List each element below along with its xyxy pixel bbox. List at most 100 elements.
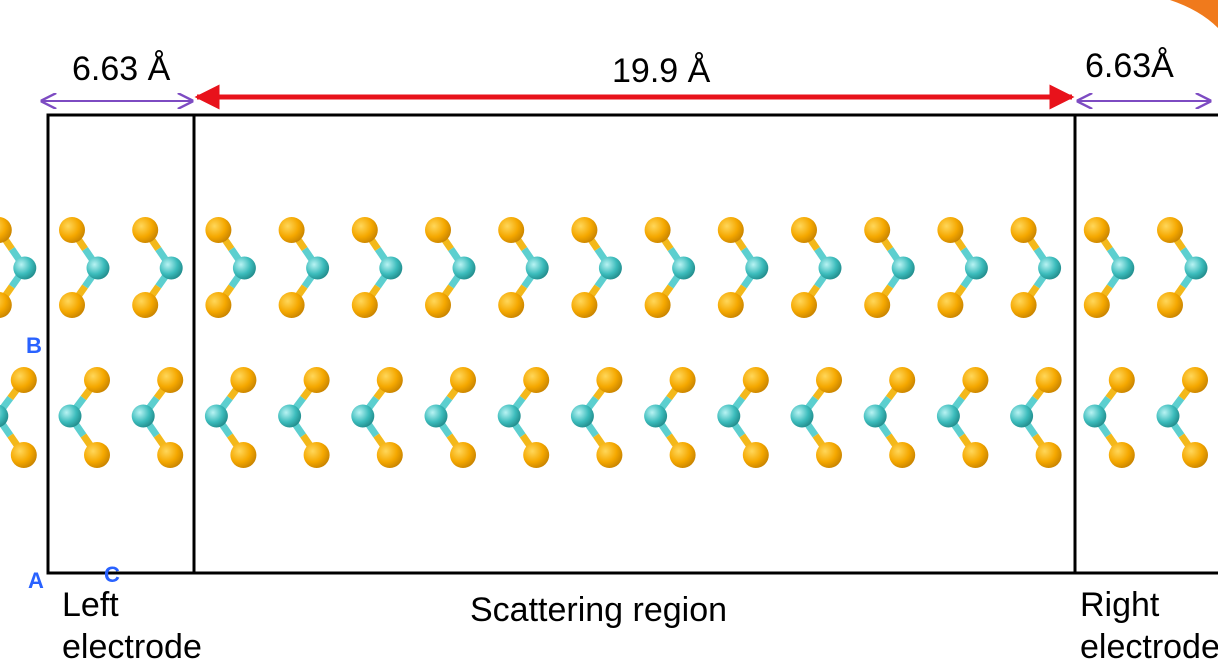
sulfur-atom [645, 217, 671, 243]
metal-atom [571, 405, 594, 428]
sulfur-atom [596, 442, 622, 468]
sulfur-atom [1157, 217, 1183, 243]
sulfur-atom [523, 442, 549, 468]
sulfur-atom [743, 442, 769, 468]
left-dimension: 6.63 Å [72, 50, 171, 88]
metal-atom [526, 257, 549, 280]
sulfur-atom [670, 367, 696, 393]
metal-atom [233, 257, 256, 280]
sulfur-atom [864, 217, 890, 243]
metal-atom [13, 257, 36, 280]
left-region-label: electrode [62, 628, 202, 666]
sulfur-atom [0, 292, 12, 318]
sulfur-atom [571, 217, 597, 243]
sulfur-atom [450, 367, 476, 393]
sulfur-atom [279, 217, 305, 243]
metal-atom [672, 257, 695, 280]
metal-atom [1111, 257, 1134, 280]
sulfur-atom [205, 217, 231, 243]
metal-atom [379, 257, 402, 280]
diagram: 6.63 Å 19.9 Å 6.63Å B A C Left electrode… [0, 0, 1218, 667]
metal-atom [278, 405, 301, 428]
axis-b: B [26, 333, 42, 358]
sulfur-atom [498, 292, 524, 318]
sulfur-atom [157, 367, 183, 393]
sulfur-atom [132, 217, 158, 243]
sulfur-atom [718, 217, 744, 243]
sulfur-atom [377, 367, 403, 393]
sulfur-atom [1036, 367, 1062, 393]
sulfur-atom [425, 292, 451, 318]
metal-atom [965, 257, 988, 280]
sulfur-atom [864, 292, 890, 318]
sulfur-atom [1011, 292, 1037, 318]
sulfur-atom [59, 217, 85, 243]
sulfur-atom [718, 292, 744, 318]
sulfur-atom [791, 217, 817, 243]
metal-atom [1185, 257, 1208, 280]
sulfur-atom [645, 292, 671, 318]
sulfur-atom [230, 442, 256, 468]
sulfur-atom [304, 367, 330, 393]
right-dimension: 6.63Å [1085, 47, 1174, 85]
sulfur-atom [1182, 367, 1208, 393]
metal-atom [1157, 405, 1180, 428]
sulfur-atom [962, 367, 988, 393]
sulfur-atom [11, 442, 37, 468]
sulfur-atom [937, 292, 963, 318]
sulfur-atom [59, 292, 85, 318]
sulfur-atom [937, 217, 963, 243]
sulfur-atom [377, 442, 403, 468]
center-dimension: 19.9 Å [612, 52, 711, 90]
sulfur-atom [596, 367, 622, 393]
sulfur-atom [352, 217, 378, 243]
sulfur-atom [1084, 292, 1110, 318]
sulfur-atom [889, 367, 915, 393]
metal-atom [87, 257, 110, 280]
page: 6.63 Å 19.9 Å 6.63Å B A C Left electrode… [0, 0, 1218, 667]
metal-atom [819, 257, 842, 280]
sulfur-atom [743, 367, 769, 393]
metal-atom [453, 257, 476, 280]
sulfur-atom [816, 367, 842, 393]
metal-atom [498, 405, 521, 428]
corner-shape [1170, 0, 1218, 28]
metal-atom [1010, 405, 1033, 428]
sulfur-atom [791, 292, 817, 318]
metal-atom [864, 405, 887, 428]
sulfur-atom [0, 217, 12, 243]
sulfur-atom [816, 442, 842, 468]
right-region-label: electrode [1080, 628, 1218, 666]
sulfur-atom [1109, 367, 1135, 393]
metal-atom [892, 257, 915, 280]
left-region-label: Left [62, 586, 119, 624]
sulfur-atom [230, 367, 256, 393]
sulfur-atom [84, 367, 110, 393]
atoms [0, 217, 1218, 468]
right-region-label: Right [1080, 586, 1160, 624]
metal-atom [791, 405, 814, 428]
sulfur-atom [304, 442, 330, 468]
sulfur-atom [1084, 217, 1110, 243]
sulfur-atom [1109, 442, 1135, 468]
metal-atom [644, 405, 667, 428]
sulfur-atom [279, 292, 305, 318]
sulfur-atom [571, 292, 597, 318]
sulfur-atom [1011, 217, 1037, 243]
sulfur-atom [889, 442, 915, 468]
metal-atom [1083, 405, 1106, 428]
metal-atom [59, 405, 82, 428]
metal-atom [160, 257, 183, 280]
sulfur-atom [1036, 442, 1062, 468]
sulfur-atom [1182, 442, 1208, 468]
sulfur-atom [1157, 292, 1183, 318]
sulfur-atom [523, 367, 549, 393]
sulfur-atom [205, 292, 231, 318]
sulfur-atom [157, 442, 183, 468]
sulfur-atom [352, 292, 378, 318]
sulfur-atom [962, 442, 988, 468]
center-region-label: Scattering region [470, 591, 727, 629]
sulfur-atom [498, 217, 524, 243]
metal-atom [717, 405, 740, 428]
sulfur-atom [425, 217, 451, 243]
